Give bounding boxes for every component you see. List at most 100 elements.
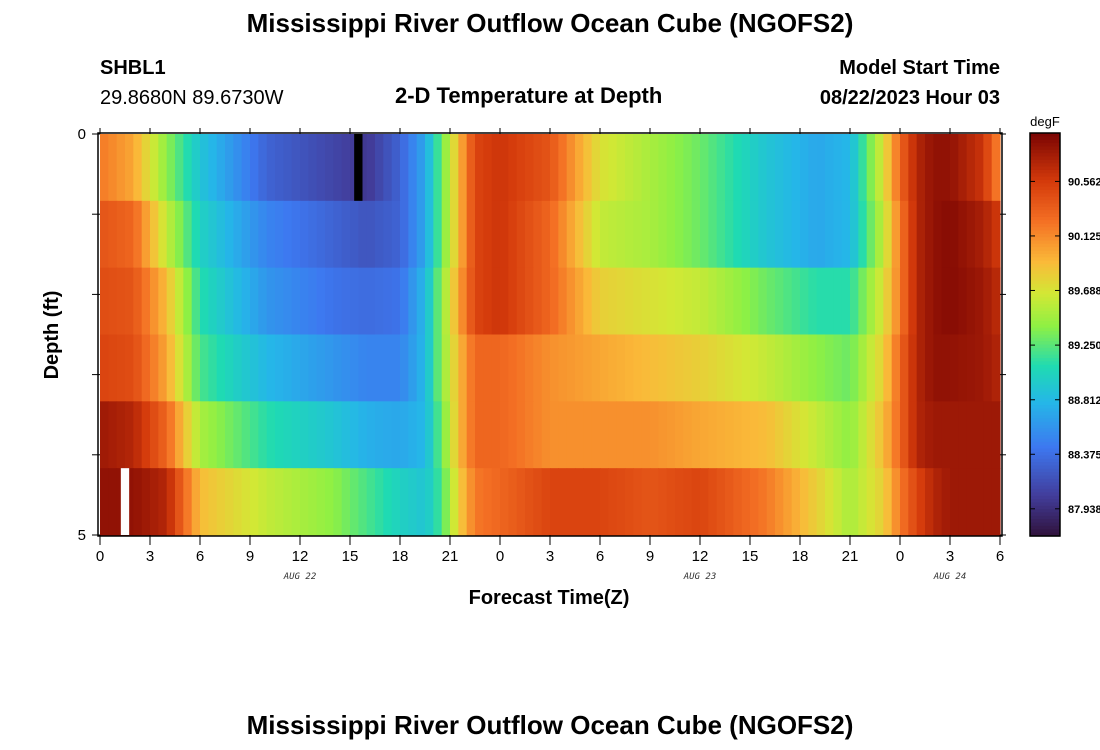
heatmap-cell bbox=[325, 334, 334, 402]
x-tick-label: 3 bbox=[546, 548, 554, 565]
x-tick-label: 6 bbox=[996, 548, 1004, 565]
heatmap-cell bbox=[166, 468, 176, 536]
heatmap-cell bbox=[850, 468, 859, 536]
colorbar-band bbox=[1030, 163, 1060, 168]
colorbar-band bbox=[1030, 210, 1060, 215]
heatmap-cell bbox=[625, 200, 634, 269]
heatmap-cell bbox=[958, 267, 968, 336]
heatmap-cell bbox=[866, 267, 876, 336]
heatmap-cell bbox=[450, 468, 459, 536]
heatmap-cell bbox=[558, 134, 568, 202]
heatmap-cell bbox=[558, 401, 568, 469]
heatmap-cell bbox=[541, 200, 551, 269]
footer-title: Mississippi River Outflow Ocean Cube (NG… bbox=[246, 710, 854, 740]
heatmap-cell bbox=[741, 401, 751, 469]
colorbar-band bbox=[1030, 384, 1060, 389]
heatmap-cell bbox=[366, 267, 376, 336]
colorbar-band bbox=[1030, 307, 1060, 312]
heatmap-cell bbox=[666, 200, 676, 269]
heatmap-cell bbox=[658, 468, 668, 536]
heatmap-cells bbox=[100, 134, 1001, 536]
chart-subtitle: 2-D Temperature at Depth bbox=[395, 83, 663, 108]
heatmap-cell bbox=[733, 200, 743, 269]
heatmap-cell bbox=[775, 267, 784, 336]
date-label: AUG 22 bbox=[283, 572, 317, 582]
heatmap-cell bbox=[725, 334, 734, 402]
heatmap-cell bbox=[508, 468, 518, 536]
heatmap-cell bbox=[891, 401, 901, 469]
heatmap-cell bbox=[991, 334, 1001, 402]
colorbar-band bbox=[1030, 153, 1060, 158]
heatmap-cell bbox=[408, 401, 418, 469]
heatmap-cell bbox=[600, 200, 609, 269]
heatmap-cell bbox=[425, 334, 434, 402]
heatmap-cell bbox=[841, 468, 851, 536]
heatmap-cell bbox=[866, 468, 876, 536]
heatmap-cell bbox=[883, 334, 893, 402]
heatmap-cell bbox=[500, 134, 509, 202]
colorbar-band bbox=[1030, 133, 1060, 137]
colorbar-band bbox=[1030, 146, 1060, 151]
heatmap-cell bbox=[216, 267, 226, 336]
heatmap-cell bbox=[450, 401, 459, 469]
heatmap-cell bbox=[175, 200, 184, 269]
heatmap-cell bbox=[891, 200, 901, 269]
heatmap-cell bbox=[308, 401, 318, 469]
heatmap-cell bbox=[766, 468, 776, 536]
heatmap-cell bbox=[983, 334, 993, 402]
heatmap-cell bbox=[375, 267, 384, 336]
heatmap-cell bbox=[516, 134, 526, 202]
heatmap-cell bbox=[683, 468, 693, 536]
heatmap-cell bbox=[708, 267, 718, 336]
heatmap-cell bbox=[183, 134, 193, 202]
heatmap-cell bbox=[733, 334, 743, 402]
heatmap-cell bbox=[516, 267, 526, 336]
heatmap-cell bbox=[550, 267, 559, 336]
heatmap-cell bbox=[225, 334, 234, 402]
heatmap-cell bbox=[158, 401, 168, 469]
heatmap-cell bbox=[991, 134, 1001, 202]
x-tick-label: 15 bbox=[742, 548, 759, 565]
colorbar-band bbox=[1030, 156, 1060, 161]
heatmap-cell bbox=[216, 134, 226, 202]
heatmap-cell bbox=[583, 267, 593, 336]
heatmap-cell bbox=[283, 334, 293, 402]
heatmap-cell bbox=[283, 401, 293, 469]
heatmap-cell bbox=[691, 401, 701, 469]
heatmap-cell bbox=[958, 200, 968, 269]
heatmap-cell bbox=[875, 134, 884, 202]
colorbar-band bbox=[1030, 505, 1060, 510]
heatmap-cell bbox=[975, 200, 984, 269]
colorbar-band bbox=[1030, 361, 1060, 366]
heatmap-cell bbox=[108, 401, 118, 469]
heatmap-cell bbox=[108, 200, 118, 269]
heatmap-cell bbox=[600, 267, 609, 336]
heatmap-cell bbox=[591, 134, 601, 202]
colorbar-band bbox=[1030, 294, 1060, 299]
colorbar-band bbox=[1030, 462, 1060, 467]
heatmap-cell bbox=[850, 200, 859, 269]
heatmap-cell bbox=[591, 468, 601, 536]
colorbar-band bbox=[1030, 327, 1060, 332]
heatmap-cell bbox=[750, 334, 759, 402]
heatmap-cell bbox=[841, 200, 851, 269]
colorbar-band bbox=[1030, 196, 1060, 201]
heatmap-cell bbox=[658, 134, 668, 202]
heatmap-cell bbox=[241, 401, 251, 469]
heatmap-cell bbox=[808, 334, 818, 402]
colorbar-band bbox=[1030, 351, 1060, 356]
heatmap-cell bbox=[566, 468, 576, 536]
heatmap-cell bbox=[758, 401, 768, 469]
heatmap-cell bbox=[683, 200, 693, 269]
heatmap-cell bbox=[116, 334, 126, 402]
heatmap-cell bbox=[575, 401, 584, 469]
colorbar-band bbox=[1030, 492, 1060, 497]
heatmap-cell bbox=[166, 200, 176, 269]
heatmap-cell bbox=[800, 468, 809, 536]
heatmap-cell bbox=[350, 468, 359, 536]
colorbar-band bbox=[1030, 237, 1060, 242]
heatmap-cell bbox=[833, 334, 843, 402]
heatmap-cell bbox=[175, 267, 184, 336]
heatmap-cell bbox=[691, 267, 701, 336]
